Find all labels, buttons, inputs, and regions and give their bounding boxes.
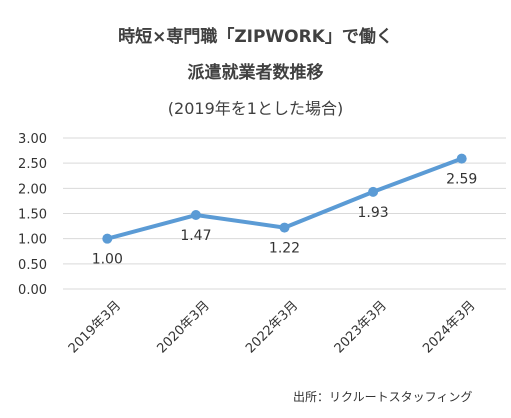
data-label: 1.00 [92, 252, 123, 268]
y-tick-label: 2.00 [18, 182, 47, 197]
y-tick-label: 3.00 [18, 132, 47, 147]
x-tick-label: 2023年3月 [332, 298, 390, 356]
x-tick-label: 2019年3月 [66, 298, 124, 356]
y-tick-label: 0.00 [18, 283, 47, 298]
x-tick-label: 2020年3月 [154, 298, 212, 356]
source-note: 出所：リクルートスタッフィング [293, 390, 473, 404]
chart-title-line1: 時短×専門職「ZIPWORK」で働く [118, 27, 393, 47]
y-tick-label: 2.50 [18, 157, 47, 172]
data-label: 1.93 [358, 205, 389, 221]
y-tick-label: 1.00 [18, 233, 47, 248]
data-point [190, 210, 201, 221]
data-point [456, 153, 467, 164]
x-tick-label: 2022年3月 [243, 298, 301, 356]
y-tick-label: 0.50 [18, 258, 47, 273]
chart-subtitle: (2019年を1とした場合) [167, 99, 344, 118]
x-tick-label: 2024年3月 [420, 298, 478, 356]
data-label: 2.59 [446, 172, 477, 188]
y-tick-label: 1.50 [18, 208, 47, 223]
data-point [368, 186, 379, 197]
data-point [279, 222, 290, 233]
data-point [102, 233, 113, 244]
chart-title-line2: 派遣就業者数推移 [187, 63, 324, 83]
data-label: 1.22 [269, 241, 300, 257]
data-label: 1.47 [180, 228, 211, 244]
